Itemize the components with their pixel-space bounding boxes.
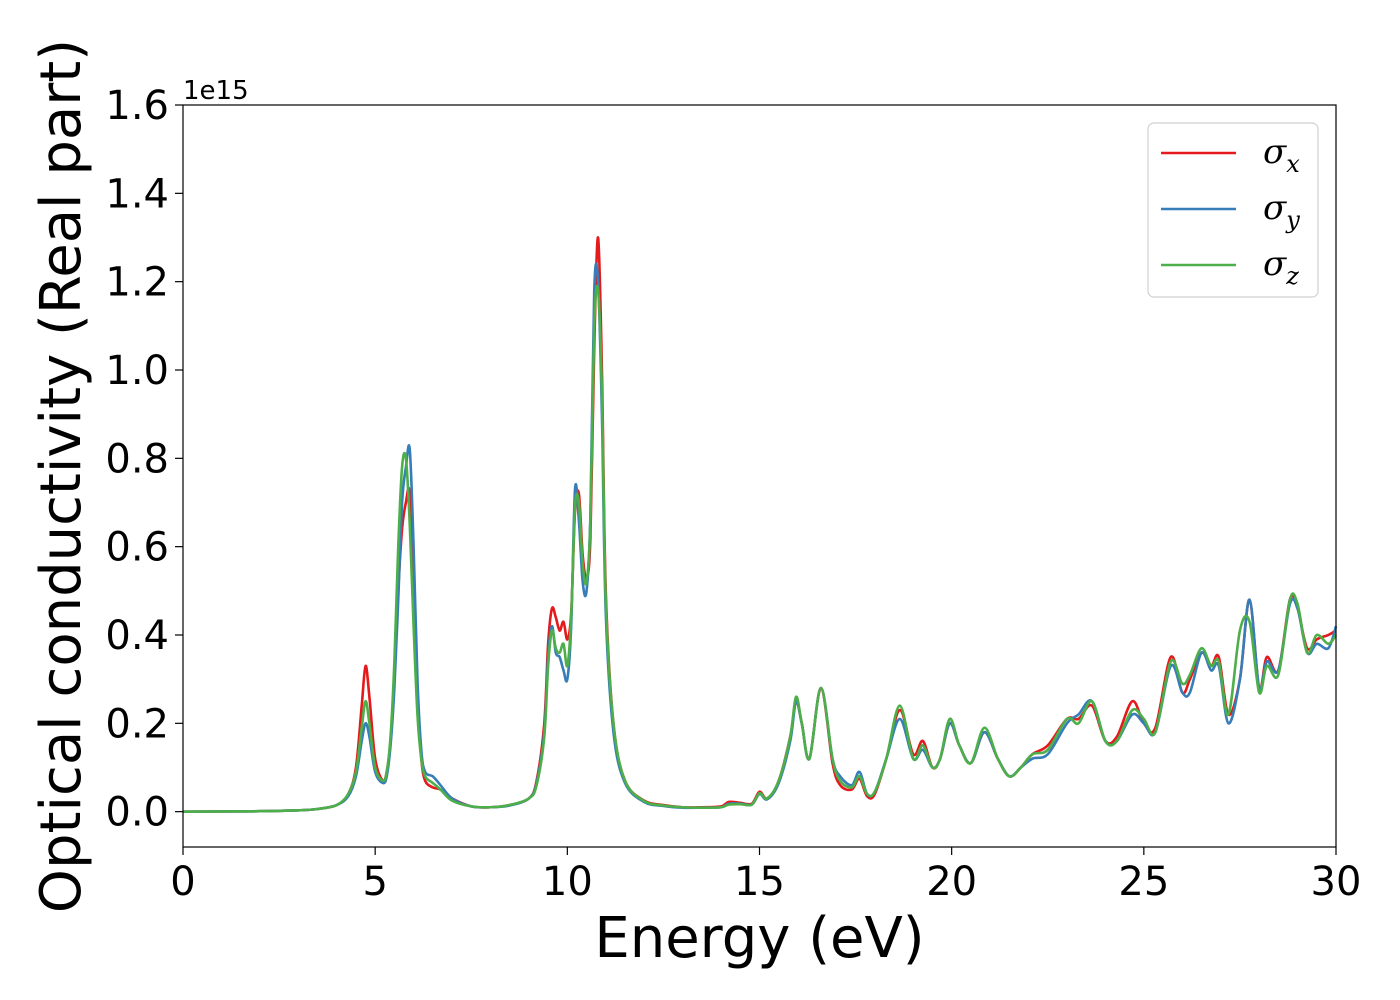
y-offset-label: 1e15 bbox=[183, 76, 249, 106]
y-tick-label: 0.0 bbox=[105, 790, 169, 836]
y-tick-label: 0.6 bbox=[105, 525, 169, 571]
x-tick-label: 5 bbox=[362, 859, 387, 905]
y-axis: 0.0 0.2 0.4 0.6 0.8 1.0 1.2 1.4 1.6 bbox=[105, 83, 183, 836]
series-layer bbox=[182, 236, 1338, 813]
legend: σx σy σz bbox=[1147, 122, 1319, 298]
y-tick-label: 1.2 bbox=[105, 260, 169, 306]
series-line-3 bbox=[182, 284, 1338, 813]
x-tick-label: 15 bbox=[734, 859, 785, 905]
x-tick-label: 10 bbox=[542, 859, 593, 905]
y-tick-label: 0.4 bbox=[105, 613, 169, 659]
x-axis-title: Energy (eV) bbox=[594, 906, 924, 971]
legend-label-3: σz bbox=[1263, 244, 1299, 290]
y-tick-label: 1.0 bbox=[105, 348, 169, 394]
x-axis: 0 5 10 15 20 25 30 bbox=[170, 847, 1361, 905]
y-tick-label: 0.2 bbox=[105, 701, 169, 747]
x-tick-label: 30 bbox=[1311, 859, 1362, 905]
y-axis-title: Optical conductivity (Real part) bbox=[29, 39, 94, 913]
x-tick-label: 20 bbox=[926, 859, 977, 905]
legend-label-1: σx bbox=[1263, 132, 1300, 178]
x-tick-label: 0 bbox=[170, 859, 195, 905]
y-tick-label: 0.8 bbox=[105, 436, 169, 482]
y-tick-label: 1.4 bbox=[105, 171, 169, 217]
legend-label-2: σy bbox=[1263, 188, 1300, 234]
x-tick-label: 25 bbox=[1118, 859, 1169, 905]
y-tick-label: 1.6 bbox=[105, 83, 169, 129]
